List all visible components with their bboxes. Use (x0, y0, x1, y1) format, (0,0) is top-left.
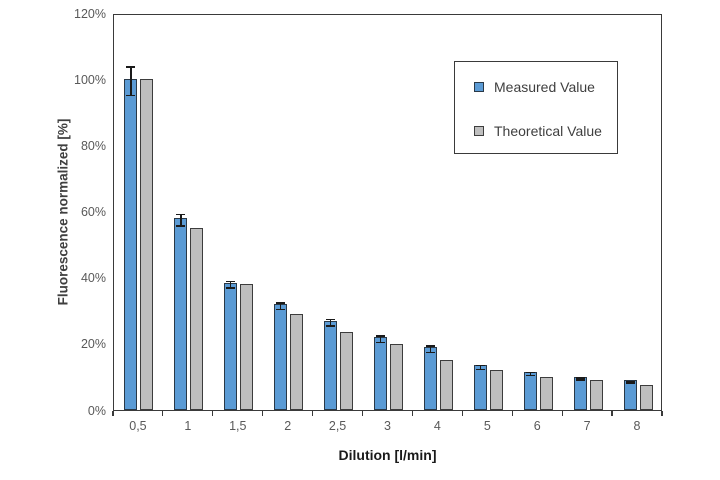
error-bar-cap-top (525, 371, 535, 374)
x-tick-mark (561, 411, 563, 416)
error-bar-cap-top (326, 318, 336, 321)
error-bar-cap-bottom (625, 382, 635, 384)
bar-measured (124, 79, 138, 410)
y-tick-label: 100% (74, 72, 106, 87)
error-bar-cap-bottom (326, 325, 336, 327)
error-bar-cap-bottom (276, 308, 286, 311)
error-bar-line (329, 318, 332, 327)
bar-measured (623, 380, 637, 410)
legend-label-theoretical: Theoretical Value (494, 123, 602, 139)
x-tick-mark (411, 411, 414, 416)
plot-area: Measured Value Theoretical Value (113, 14, 662, 411)
error-bar-cap-top (176, 213, 186, 215)
y-tick-label: 40% (80, 271, 106, 286)
error-bar-cap-bottom (226, 287, 236, 289)
x-tick-mark (212, 411, 214, 416)
error-bar-line (429, 345, 432, 354)
bar-measured (573, 376, 587, 410)
bar-theoretical (140, 79, 154, 410)
error-bar-cap-top (276, 302, 286, 304)
x-axis-title: Dilution [l/min] (338, 447, 437, 463)
error-bar-cap-bottom (575, 379, 585, 381)
x-tick-label: 8 (633, 419, 641, 433)
bar-measured (374, 337, 387, 410)
bar-theoretical (589, 380, 603, 410)
measured-swatch-icon (474, 82, 484, 92)
error-bar-line (579, 377, 581, 381)
y-tick-label: 120% (74, 6, 106, 21)
x-tick-label: 5 (483, 419, 491, 433)
error-bar-cap-top (376, 335, 385, 337)
x-tick-label: 4 (433, 419, 441, 433)
error-bar-line (529, 371, 531, 376)
error-bar-cap-top (126, 66, 136, 68)
error-bar-line (379, 335, 382, 344)
x-tick-label: 1,5 (229, 419, 247, 433)
bar-measured (523, 371, 537, 410)
error-bar-cap-bottom (376, 341, 385, 344)
x-tick-mark (262, 411, 264, 416)
x-tick-label: 0,5 (129, 419, 147, 433)
legend-label-measured: Measured Value (494, 79, 595, 95)
x-tick-label: 2 (284, 419, 292, 433)
bar-measured (423, 347, 437, 410)
error-bar-cap-top (575, 377, 585, 379)
bar-theoretical (539, 376, 553, 410)
bar-theoretical (439, 360, 453, 410)
bar-measured (473, 365, 487, 410)
error-bar-cap-bottom (126, 94, 136, 97)
error-bar-cap-top (625, 380, 635, 382)
error-bar-cap-bottom (525, 374, 535, 376)
bar-theoretical (290, 314, 304, 410)
legend: Measured Value Theoretical Value (454, 61, 618, 154)
y-tick-label: 60% (80, 205, 106, 219)
x-tick-mark (312, 411, 314, 416)
x-tick-label: 1 (184, 419, 192, 433)
error-bar-cap-bottom (425, 351, 435, 354)
bar-measured (324, 320, 338, 410)
bar-theoretical (639, 385, 653, 410)
x-tick-label: 3 (384, 419, 391, 433)
x-tick-mark (661, 411, 663, 416)
error-bar-cap-top (226, 280, 236, 283)
y-tick-label: 20% (80, 337, 106, 352)
error-bar-line (629, 380, 631, 384)
error-bar-cap-bottom (176, 225, 186, 227)
x-tick-label: 6 (533, 419, 541, 433)
bar-theoretical (190, 228, 204, 410)
error-bar-line (230, 280, 232, 289)
error-bar-cap-top (425, 345, 435, 347)
legend-item-theoretical: Theoretical Value (474, 120, 602, 142)
bar-measured (174, 218, 188, 410)
x-tick-label: 7 (583, 419, 591, 433)
bar-theoretical (340, 332, 354, 410)
error-bar-line (279, 302, 282, 311)
bar-theoretical (240, 284, 254, 410)
bar-theoretical (489, 370, 503, 410)
x-tick-mark (611, 411, 613, 416)
x-tick-label: 2,5 (328, 419, 347, 433)
x-tick-mark (361, 411, 364, 416)
error-bar-line (180, 213, 182, 227)
x-tick-mark (511, 411, 513, 416)
y-tick-label: 0% (87, 403, 106, 418)
x-tick-mark (112, 411, 114, 416)
y-tick-label: 80% (80, 138, 106, 153)
bar-theoretical (390, 343, 403, 410)
error-bar-line (479, 364, 481, 370)
x-tick-mark (461, 411, 463, 416)
x-tick-mark (162, 411, 164, 416)
bar-measured (274, 304, 288, 410)
error-bar-cap-bottom (475, 368, 485, 370)
legend-item-measured: Measured Value (474, 76, 595, 98)
theoretical-swatch-icon (474, 126, 484, 136)
error-bar-line (130, 66, 132, 97)
error-bar-cap-top (475, 364, 485, 367)
bar-measured (224, 282, 238, 410)
